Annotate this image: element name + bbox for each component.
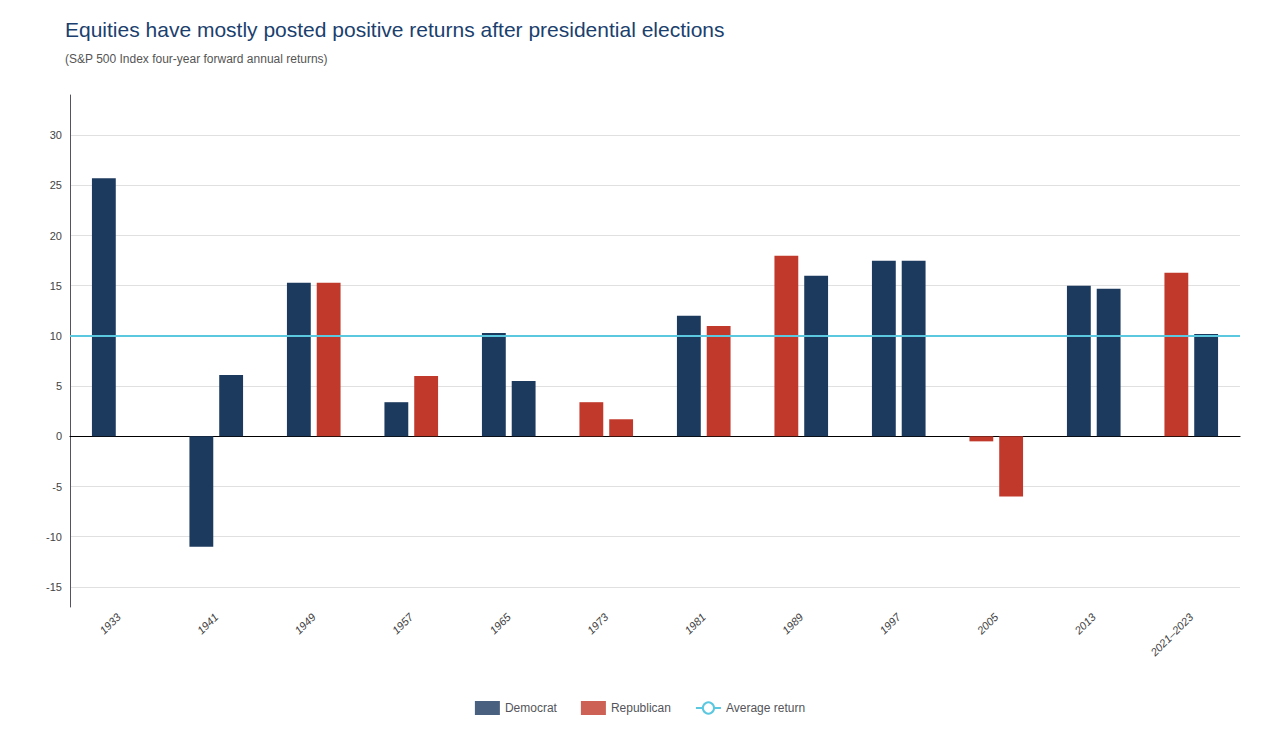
svg-text:Average return: Average return: [726, 701, 805, 715]
svg-text:1981: 1981: [682, 611, 708, 637]
svg-text:1949: 1949: [292, 611, 318, 637]
svg-text:Democrat: Democrat: [505, 701, 558, 715]
svg-text:1973: 1973: [585, 610, 611, 636]
svg-text:1957: 1957: [390, 610, 416, 636]
svg-text:2021–2023: 2021–2023: [1147, 610, 1196, 659]
svg-text:25: 25: [50, 179, 62, 191]
svg-text:-5: -5: [52, 481, 62, 493]
svg-text:Republican: Republican: [611, 701, 671, 715]
svg-text:10: 10: [50, 330, 62, 342]
svg-text:5: 5: [56, 380, 62, 392]
svg-text:30: 30: [50, 129, 62, 141]
svg-text:1941: 1941: [195, 611, 221, 637]
svg-text:1997: 1997: [877, 610, 903, 636]
svg-text:1989: 1989: [780, 611, 806, 637]
svg-text:-10: -10: [46, 531, 62, 543]
svg-text:(S&P 500 Index four-year forwa: (S&P 500 Index four-year forward annual …: [65, 52, 328, 66]
svg-text:Equities have mostly posted po: Equities have mostly posted positive ret…: [65, 18, 725, 41]
svg-text:-15: -15: [46, 581, 62, 593]
svg-text:2013: 2013: [1072, 610, 1099, 637]
svg-text:1933: 1933: [97, 610, 123, 636]
svg-text:15: 15: [50, 280, 62, 292]
svg-text:20: 20: [50, 230, 62, 242]
svg-text:1965: 1965: [487, 610, 513, 636]
svg-text:0: 0: [56, 430, 62, 442]
svg-text:2005: 2005: [974, 610, 1001, 637]
